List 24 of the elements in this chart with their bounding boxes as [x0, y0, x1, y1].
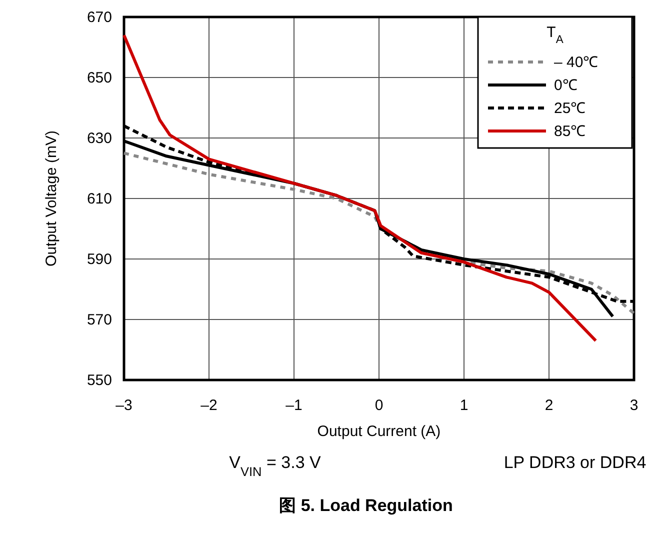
text: 图 5. Load Regulation — [279, 496, 453, 515]
x-axis-title: Output Current (A) — [317, 423, 441, 440]
x-tick-label: –3 — [116, 397, 132, 414]
legend-title: T$_{A}$ — [546, 24, 564, 46]
x-tick-label: –1 — [286, 397, 302, 414]
y-tick-label: 570 — [86, 312, 112, 328]
legend-label: – 40℃ — [554, 54, 598, 71]
y-tick-label: 630 — [86, 130, 112, 147]
text: LP DDR3 or DDR4 — [504, 453, 646, 472]
legend-label: 25℃ — [554, 100, 586, 117]
x-tick-label: 3 — [630, 397, 638, 414]
y-tick-label: 590 — [86, 251, 112, 268]
x-tick-label: 2 — [544, 397, 554, 414]
legend-label: 85℃ — [554, 123, 586, 140]
text: V$_{VIN}$ = 3.3 V — [229, 453, 322, 478]
y-axis-title: Output Voltage (mV) — [43, 130, 60, 266]
x-tick-label: 1 — [460, 397, 468, 414]
x-tick-label: 0 — [374, 397, 384, 414]
y-tick-label: 650 — [86, 70, 112, 86]
y-tick-label: 550 — [86, 372, 112, 389]
y-tick-label: 610 — [86, 190, 112, 208]
legend-label: 0℃ — [554, 77, 578, 94]
x-tick-label: –2 — [200, 397, 218, 414]
y-tick-label: 670 — [86, 9, 112, 26]
